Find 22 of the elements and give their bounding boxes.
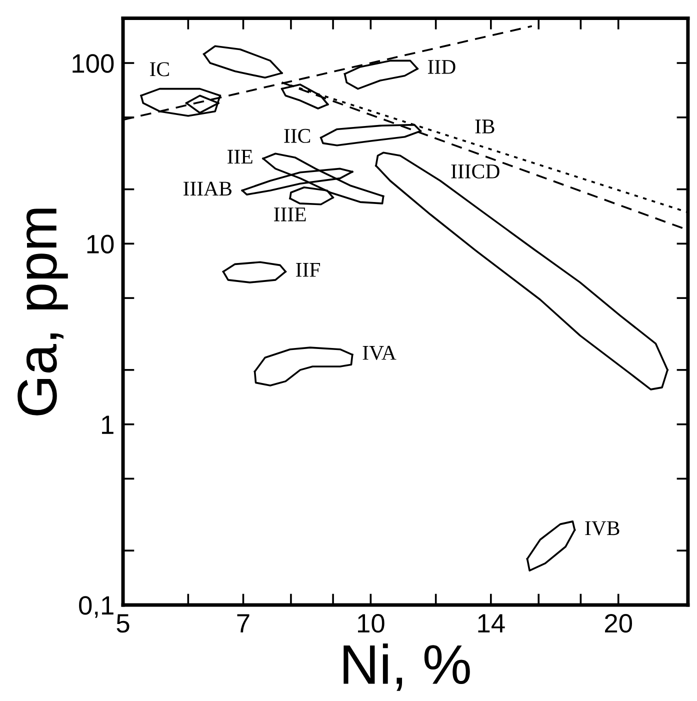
series-label: IB: [475, 120, 494, 134]
x-tick-label: 5: [116, 614, 130, 633]
x-tick-label: 10: [358, 614, 384, 633]
y-tick-label: 100: [72, 54, 114, 73]
x-tick-label: 7: [237, 614, 250, 632]
y-tick-label: 1: [102, 416, 114, 434]
series-label: IIIE: [274, 208, 306, 222]
series-label: IVB: [585, 521, 620, 536]
series-label: IIE: [228, 150, 252, 164]
x-tick-label: 20: [605, 614, 632, 633]
y-axis-title: Ga, ppm: [18, 208, 68, 416]
series-label: IVA: [362, 346, 396, 360]
y-tick-label: 10: [87, 234, 114, 254]
y-tick-label: 0,1: [79, 596, 114, 618]
series-label: IIC: [284, 128, 310, 143]
series-label: IIICD: [451, 164, 500, 178]
series-label: IID: [428, 60, 456, 74]
series-label: IC: [150, 62, 169, 76]
series-label: IIIAB: [184, 182, 232, 196]
x-tick-label: 14: [478, 614, 505, 632]
series-label: IIF: [296, 263, 320, 277]
x-axis-title: Ni, %: [344, 643, 470, 691]
